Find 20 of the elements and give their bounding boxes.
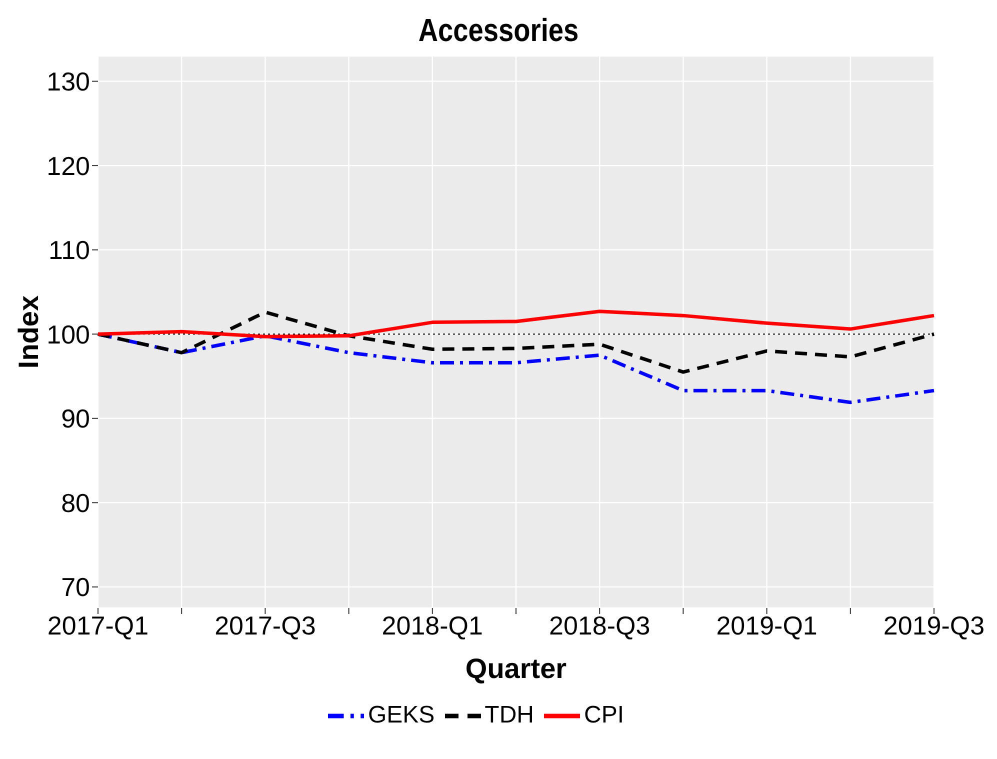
legend-label: CPI <box>584 701 624 728</box>
legend-label: TDH <box>484 701 534 728</box>
x-axis-title: Quarter <box>465 653 567 684</box>
y-tick-label: 130 <box>46 66 90 97</box>
x-tick-label: 2017-Q1 <box>47 610 149 640</box>
y-tick-label: 100 <box>46 319 90 350</box>
y-tick-label: 120 <box>46 150 90 181</box>
x-tick-label: 2017-Q3 <box>214 610 316 640</box>
x-tick-label: 2019-Q3 <box>883 610 985 640</box>
x-tick-label: 2018-Q1 <box>382 610 483 640</box>
y-axis-title: Index <box>12 295 44 369</box>
legend-label: GEKS <box>368 701 435 728</box>
y-tick-label: 70 <box>61 572 90 602</box>
y-tick-label: 80 <box>61 488 90 518</box>
line-series <box>96 310 936 338</box>
chart-title: Accessories <box>417 11 580 50</box>
y-tick-label: 90 <box>61 404 90 434</box>
x-tick-label: 2018-Q3 <box>549 610 650 640</box>
y-tick-label: 110 <box>48 235 90 266</box>
x-tick-label: 2019-Q1 <box>716 610 818 640</box>
